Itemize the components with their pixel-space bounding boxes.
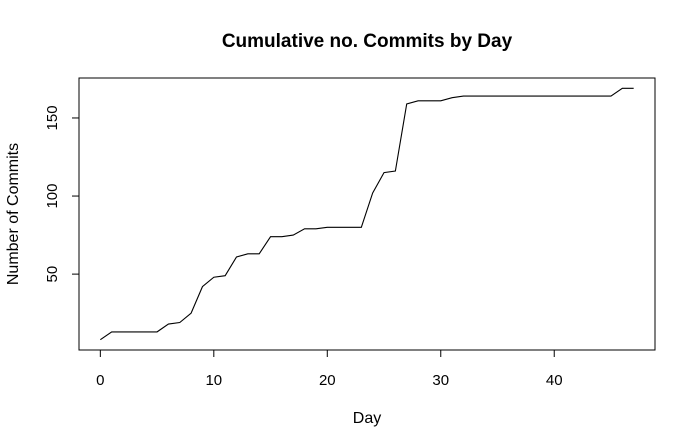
plot-frame — [78, 77, 656, 351]
x-tick-label: 10 — [205, 372, 222, 389]
x-tick-label: 30 — [432, 372, 449, 389]
y-tick-label: 150 — [44, 105, 61, 130]
y-tick-label: 50 — [44, 266, 61, 283]
x-axis-label: Day — [353, 410, 381, 427]
y-axis: 50 100 150 — [44, 105, 80, 283]
series-line — [100, 87, 634, 341]
x-tick-label: 20 — [319, 372, 336, 389]
x-tick-label: 0 — [96, 372, 104, 389]
series-group — [100, 87, 634, 341]
chart-title: Cumulative no. Commits by Day — [222, 31, 513, 52]
x-tick-label: 40 — [546, 372, 563, 389]
x-axis: 0 10 20 30 40 — [96, 349, 563, 389]
y-tick-label: 100 — [44, 184, 61, 209]
y-axis-label: Number of Commits — [5, 143, 22, 285]
